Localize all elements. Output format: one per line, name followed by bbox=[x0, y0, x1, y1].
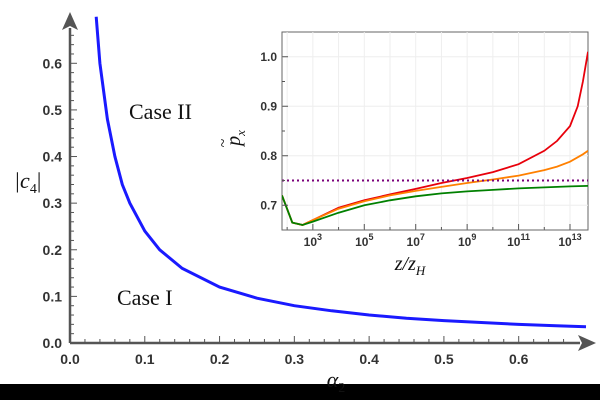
inset-x-tick-exponent: 7 bbox=[420, 232, 425, 242]
inset-y-tick-label: 1.0 bbox=[260, 50, 277, 64]
inset-frame bbox=[281, 31, 589, 231]
inset-x-tick-exponent: 5 bbox=[368, 232, 373, 242]
inset-y-axis-label-text: px bbox=[223, 130, 248, 148]
x-axis-label-subscript: 2 bbox=[338, 381, 345, 396]
inset-x-tick-base: 10 bbox=[458, 235, 472, 249]
x-tick-label: 0.0 bbox=[60, 351, 80, 367]
inset-y-tick-label: 0.7 bbox=[260, 198, 277, 212]
y-tick-label: 0.0 bbox=[43, 335, 63, 351]
y-tick-label: 0.5 bbox=[43, 102, 63, 118]
y-tick-label: 0.3 bbox=[43, 195, 63, 211]
main-plot: 0.0 0.1 0.2 0.3 0.4 0.5 0.6 0.0 0.1 0.2 0.3 0.4 0.5 0… bbox=[14, 12, 596, 396]
annotation-case-ii: Case II bbox=[129, 99, 192, 124]
inset-x-tick-base: 10 bbox=[304, 235, 318, 249]
inset-x-tick-label: 107 bbox=[407, 232, 425, 249]
inset-x-tick-exponent: 9 bbox=[471, 232, 476, 242]
x-tick-label: 0.3 bbox=[285, 351, 305, 367]
inset-x-tick-exponent: 11 bbox=[520, 232, 530, 242]
inset-x-tick-base: 10 bbox=[558, 235, 572, 249]
inset-x-tick-label: 1011 bbox=[507, 232, 530, 249]
inset-y-axis-label-subscript: x bbox=[233, 130, 248, 137]
series-curve bbox=[94, 16, 587, 329]
x-axis-arrowhead bbox=[578, 335, 596, 351]
x-tick-label: 0.2 bbox=[210, 351, 230, 367]
inset-x-axis-label-subscript: H bbox=[415, 263, 426, 278]
inset-x-tick-exponent: 13 bbox=[572, 232, 582, 242]
inset-y-axis-label: px~ bbox=[215, 130, 248, 148]
inset-x-axis-label: z/zH bbox=[394, 253, 426, 278]
inset-y-axis-label-main: p bbox=[223, 136, 245, 148]
inset-y-axis-label-accent: ~ bbox=[215, 138, 232, 147]
inset-x-axis-label-main: z/z bbox=[394, 253, 416, 275]
inset-x-tick-exponent: 3 bbox=[317, 232, 322, 242]
y-axis-label: |c4| bbox=[14, 168, 41, 197]
x-axis-label: α2 bbox=[327, 367, 346, 396]
y-axis-label-subscript: 4 bbox=[30, 182, 37, 197]
x-tick-label: 0.6 bbox=[509, 351, 529, 367]
x-tick-label: 0.1 bbox=[135, 351, 155, 367]
y-tick-label: 0.6 bbox=[43, 55, 63, 71]
inset-x-tick-label: 109 bbox=[458, 232, 476, 249]
inset-x-tick-base: 10 bbox=[407, 235, 421, 249]
inset-grid bbox=[282, 32, 588, 230]
series-green bbox=[282, 185, 588, 226]
inset-y-tick-label: 0.8 bbox=[260, 149, 277, 163]
inset-x-tick-label: 105 bbox=[355, 232, 373, 249]
x-tick-label: 0.5 bbox=[434, 351, 454, 367]
annotation-case-i: Case I bbox=[117, 285, 173, 310]
inset-x-tick-base: 10 bbox=[507, 235, 521, 249]
y-tick-label: 0.4 bbox=[43, 149, 63, 165]
x-tick-label: 0.4 bbox=[359, 351, 379, 367]
y-axis-label-main: |c bbox=[14, 168, 30, 193]
inset-x-tick-label: 1013 bbox=[558, 232, 581, 249]
series-orange bbox=[282, 150, 588, 226]
inset-x-tick-label: 103 bbox=[304, 232, 322, 249]
inset-x-tick-base: 10 bbox=[355, 235, 369, 249]
y-tick-label: 0.1 bbox=[43, 288, 63, 304]
x-axis-label-main: α bbox=[327, 367, 339, 392]
inset-y-tick-label: 0.9 bbox=[260, 99, 277, 113]
y-axis-arrowhead bbox=[62, 12, 78, 30]
y-tick-label: 0.2 bbox=[43, 242, 63, 258]
y-axis-label-end: | bbox=[37, 168, 41, 193]
